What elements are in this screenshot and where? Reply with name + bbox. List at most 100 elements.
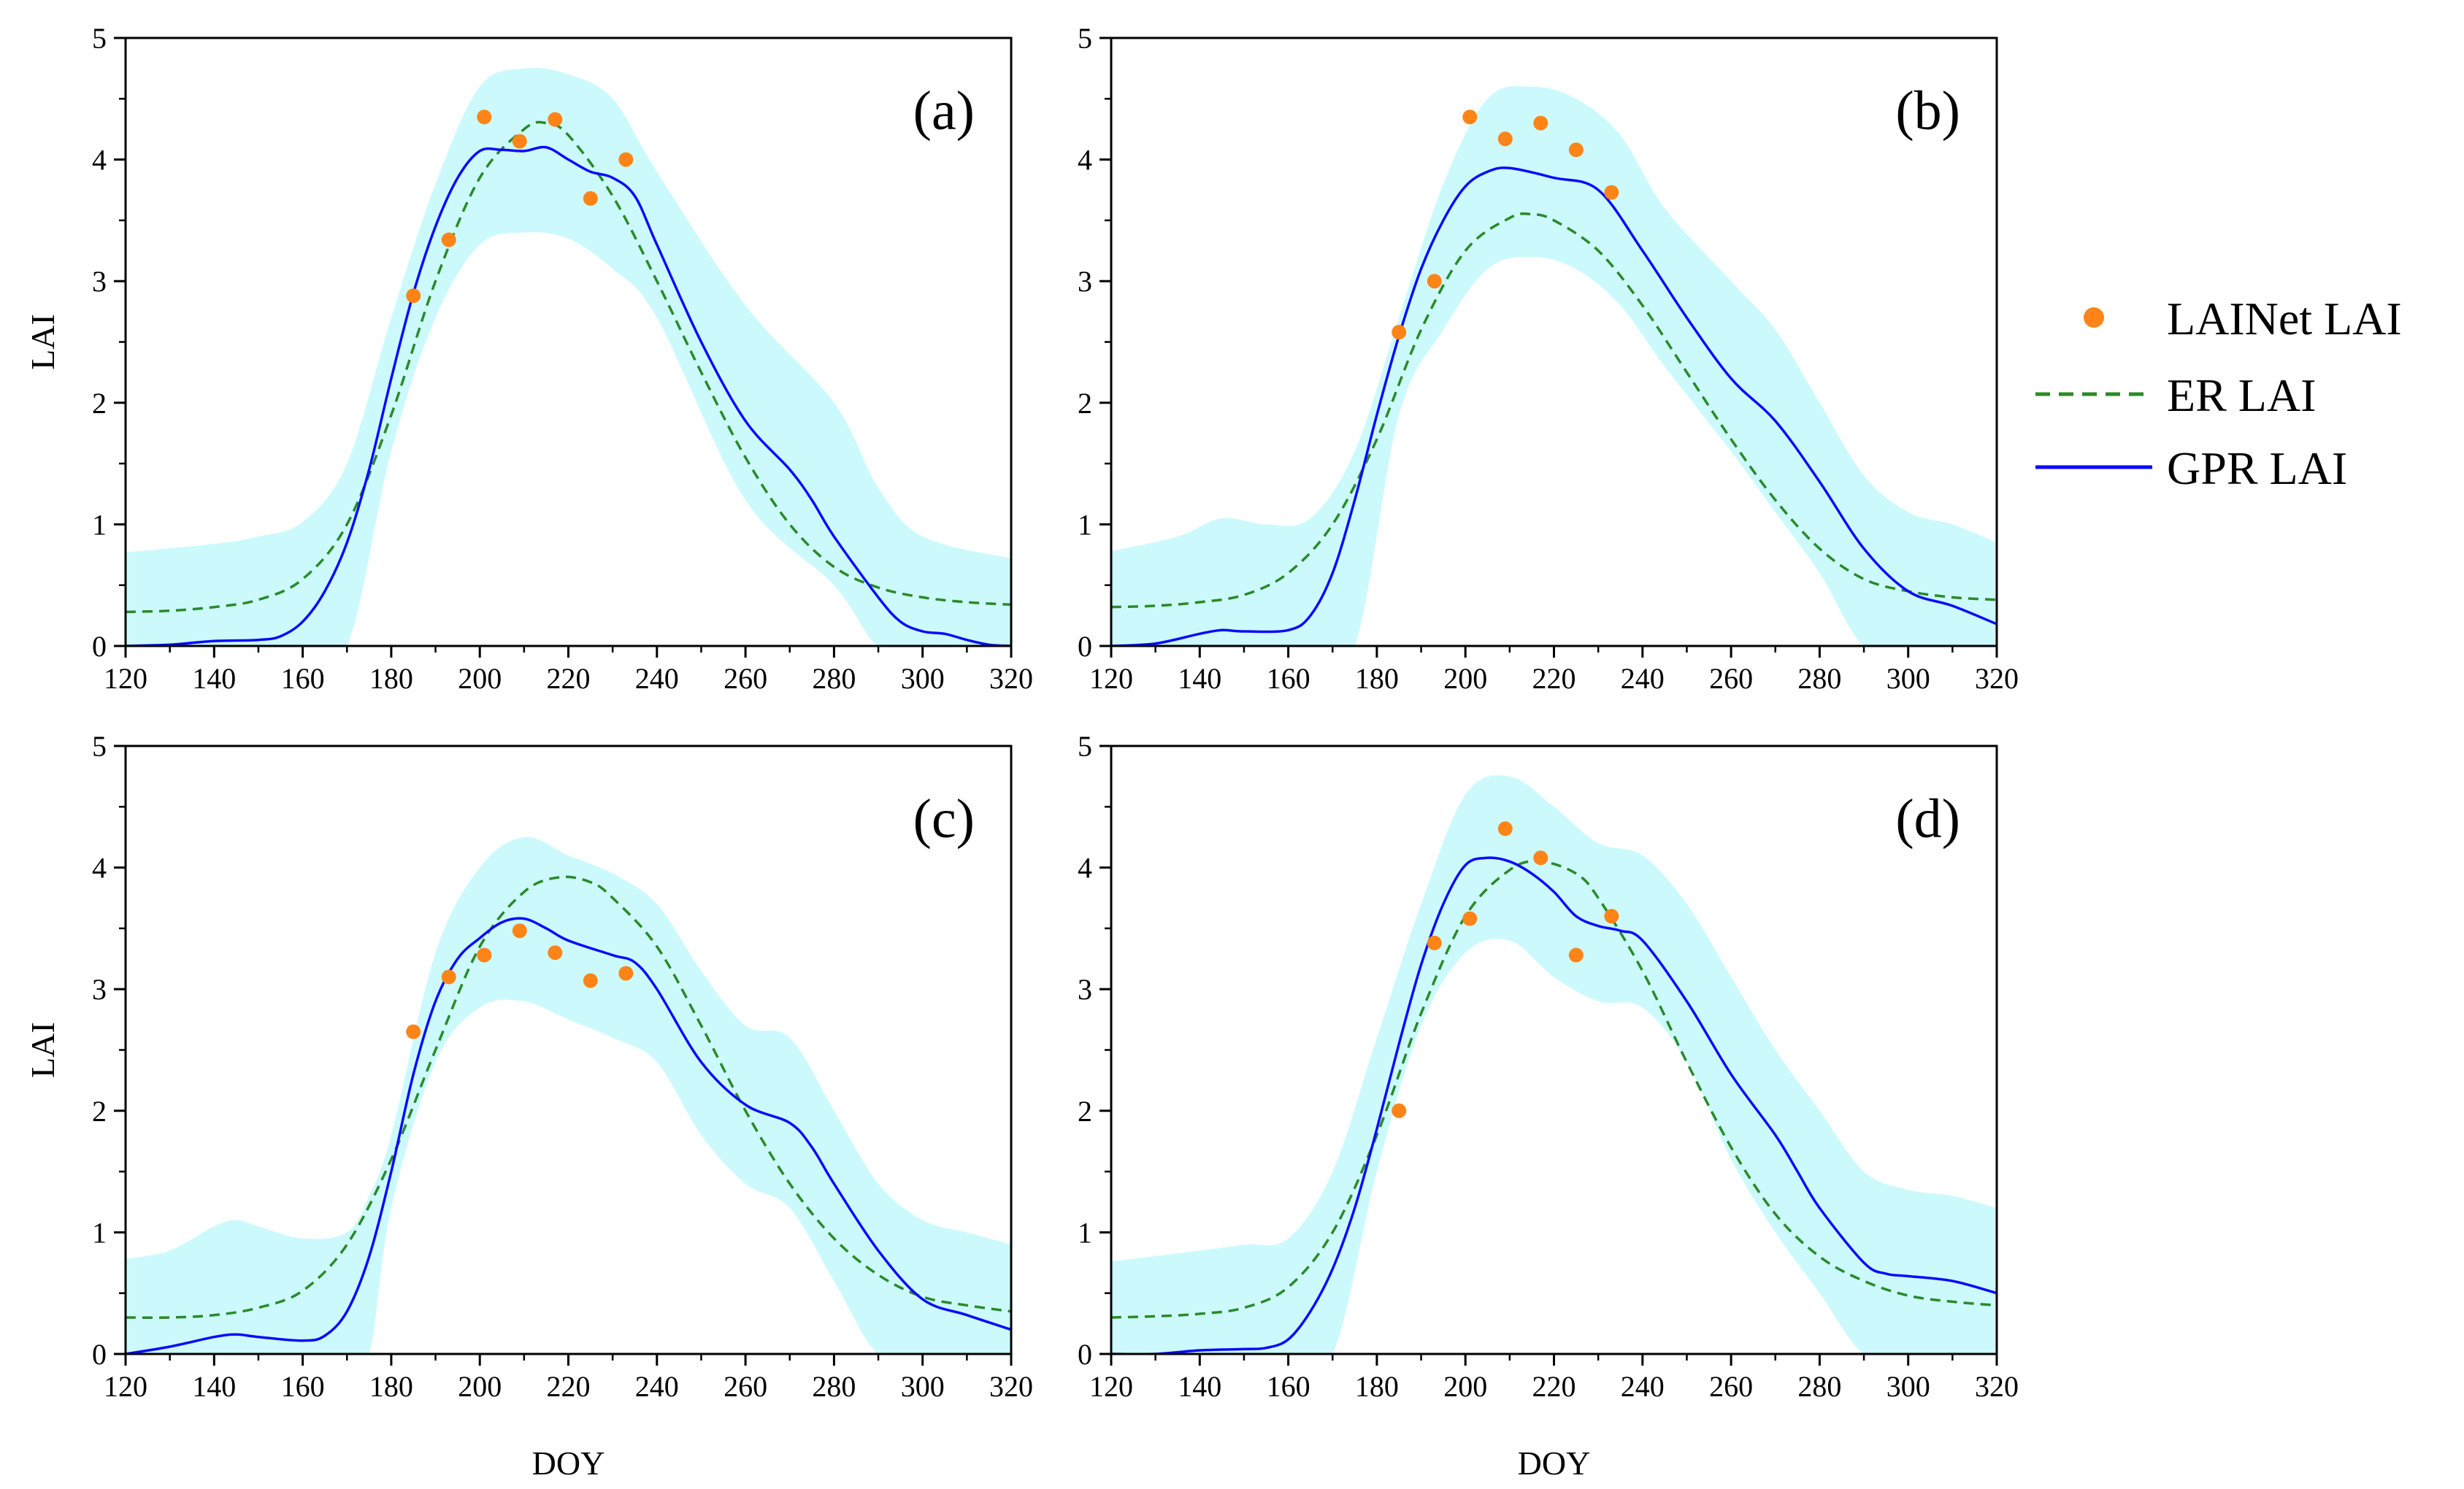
panel-a: 120 140 160 180 200 220 240 260 280 300 320 0 1 2 3 4 5 (… [24, 22, 1033, 695]
lainet-point [1497, 821, 1513, 836]
y-tick-label: 2 [1078, 387, 1092, 420]
legend-lainet-label: LAINet LAI [2167, 293, 2402, 345]
x-tick-label: 220 [547, 662, 591, 695]
y-tick-label: 3 [92, 265, 107, 298]
panel-d: 120 140 160 180 200 220 240 260 280 300 320 0 1 2 3 4 5 (… [1078, 730, 2019, 1482]
y-tick-label: 5 [92, 22, 107, 55]
x-tick-label: 240 [1621, 662, 1665, 695]
lainet-point [548, 112, 563, 127]
lainet-point [1392, 325, 1407, 340]
lainet-point [583, 191, 598, 206]
x-tick-label: 180 [1355, 662, 1399, 695]
y-tick-label: 4 [92, 144, 107, 177]
lainet-point [618, 152, 634, 167]
x-axis-title: DOY [532, 1444, 605, 1482]
lainet-point [1568, 142, 1584, 158]
plot-area [126, 67, 1011, 646]
lainet-point [441, 969, 456, 985]
y-tick-label: 1 [92, 508, 107, 541]
lainet-point [1604, 909, 1619, 924]
x-tick-label: 120 [104, 1370, 147, 1403]
panel-label: (b) [1895, 80, 1960, 142]
lainet-point [618, 966, 634, 981]
gpr-lai-line [1111, 166, 1997, 646]
lainet-point [1604, 185, 1619, 200]
lainet-point [1533, 850, 1548, 866]
x-tick-label: 240 [635, 662, 679, 695]
x-tick-label: 260 [1709, 1370, 1753, 1403]
x-tick-label: 260 [724, 662, 767, 695]
x-tick-label: 300 [901, 1370, 945, 1403]
x-tick-label: 320 [989, 662, 1033, 695]
lainet-point [406, 288, 421, 304]
y-tick-label: 1 [1078, 508, 1092, 541]
gpr-uncertainty-band [126, 67, 1011, 646]
panel-label: (d) [1895, 788, 1960, 850]
x-tick-label: 260 [1709, 662, 1753, 695]
y-axis-title: LAI [24, 314, 61, 370]
y-tick-label: 5 [92, 730, 107, 763]
legend-gpr-label: GPR LAI [2167, 442, 2347, 494]
legend: LAINet LAI ER LAI GPR LAI [2035, 293, 2402, 494]
x-tick-label: 180 [369, 1370, 413, 1403]
y-tick-label: 0 [92, 630, 107, 663]
y-tick-label: 3 [92, 973, 107, 1006]
x-tick-label: 180 [369, 662, 413, 695]
x-tick-label: 220 [547, 1370, 591, 1403]
lainet-point [1462, 911, 1478, 926]
panel-b: 120 140 160 180 200 220 240 260 280 300 320 0 1 2 3 4 5 (… [1078, 22, 2019, 695]
panel-label: (c) [913, 788, 975, 850]
x-tick-label: 300 [1887, 662, 1930, 695]
lainet-point [1427, 274, 1442, 289]
gpr-uncertainty-band [126, 836, 1011, 1354]
x-tick-label: 120 [1089, 1370, 1133, 1403]
y-tick-label: 3 [1078, 265, 1092, 298]
gpr-uncertainty-band [1111, 775, 1997, 1354]
x-tick-label: 140 [1178, 662, 1221, 695]
x-tick-label: 280 [812, 1370, 856, 1403]
x-tick-label: 200 [458, 662, 502, 695]
lainet-point [1568, 947, 1584, 963]
y-tick-label: 5 [1078, 22, 1092, 55]
lainet-point [583, 973, 598, 988]
x-tick-label: 200 [458, 1370, 502, 1403]
x-axis-title: DOY [1518, 1444, 1591, 1482]
y-tick-label: 0 [1078, 630, 1092, 663]
legend-lainet-marker [2084, 307, 2104, 328]
plot-area [1111, 775, 1997, 1354]
y-tick-label: 1 [1078, 1216, 1092, 1249]
x-tick-label: 140 [1178, 1370, 1221, 1403]
x-tick-label: 320 [989, 1370, 1033, 1403]
gpr-uncertainty-band [1111, 85, 1997, 646]
y-tick-label: 4 [1078, 144, 1092, 177]
x-tick-label: 240 [1621, 1370, 1665, 1403]
y-axis-title: LAI [24, 1022, 61, 1078]
lainet-point [1533, 115, 1548, 131]
y-tick-label: 4 [92, 852, 107, 885]
gpr-lai-line [1111, 856, 1997, 1354]
panel-c: 120 140 160 180 200 220 240 260 280 300 320 0 1 2 3 4 5 (… [24, 730, 1033, 1482]
x-tick-label: 300 [1887, 1370, 1930, 1403]
lainet-point [477, 947, 492, 963]
plot-area [1111, 85, 1997, 646]
x-tick-label: 220 [1532, 662, 1576, 695]
y-tick-label: 0 [1078, 1338, 1092, 1371]
panel-label: (a) [913, 80, 975, 142]
er-lai-line [126, 875, 1011, 1320]
y-tick-label: 0 [92, 1338, 107, 1371]
x-tick-label: 180 [1355, 1370, 1399, 1403]
lainet-point [1462, 109, 1478, 125]
x-tick-label: 240 [635, 1370, 679, 1403]
x-tick-label: 280 [812, 662, 856, 695]
x-tick-label: 200 [1443, 662, 1487, 695]
x-tick-label: 280 [1797, 662, 1841, 695]
legend-er-label: ER LAI [2167, 369, 2316, 421]
y-tick-label: 2 [92, 387, 107, 420]
lainet-point [406, 1024, 421, 1039]
x-tick-label: 140 [192, 1370, 236, 1403]
x-tick-label: 300 [901, 662, 945, 695]
plot-area [126, 836, 1011, 1354]
er-lai-line [1111, 212, 1997, 609]
x-tick-label: 120 [104, 662, 147, 695]
